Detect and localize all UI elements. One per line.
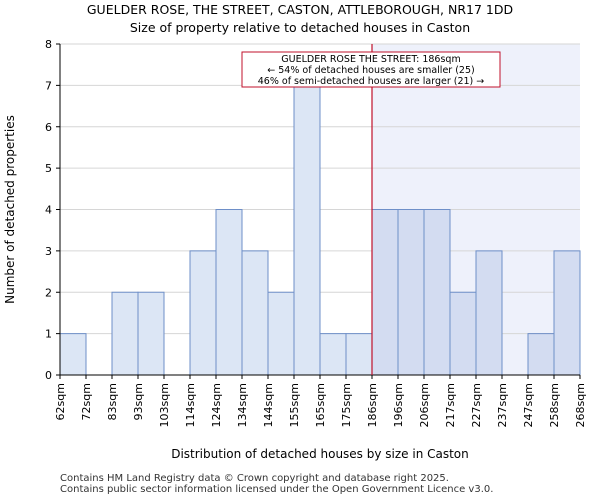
x-axis-ticks: 62sqm 72sqm 83sqm 93sqm 103sqm 114sqm 124sqm 13… bbox=[54, 375, 587, 427]
x-tick-label: 217sqm bbox=[444, 383, 457, 427]
bar bbox=[371, 209, 399, 376]
x-tick-label: 114sqm bbox=[184, 383, 197, 427]
annotation-line-1: GUELDER ROSE THE STREET: 186sqm bbox=[281, 54, 460, 65]
x-tick-label: 165sqm bbox=[314, 383, 327, 427]
y-tick-label: 7 bbox=[45, 79, 52, 92]
x-tick-label: 258sqm bbox=[548, 383, 561, 427]
x-tick-label: 268sqm bbox=[574, 383, 587, 427]
bar bbox=[215, 209, 243, 376]
y-tick-label: 1 bbox=[45, 328, 52, 341]
x-tick-label: 144sqm bbox=[262, 383, 275, 427]
x-tick-label: 247sqm bbox=[522, 383, 535, 427]
x-tick-label: 227sqm bbox=[470, 383, 483, 427]
annotation-line-2: ← 54% of detached houses are smaller (25… bbox=[267, 65, 474, 76]
y-tick-label: 3 bbox=[45, 245, 52, 258]
bar bbox=[449, 291, 477, 376]
y-tick-label: 6 bbox=[45, 121, 52, 134]
bars bbox=[59, 84, 581, 376]
bar bbox=[189, 250, 217, 376]
bar bbox=[241, 250, 269, 376]
bar bbox=[293, 84, 321, 376]
y-tick-label: 4 bbox=[45, 204, 52, 217]
bar bbox=[397, 209, 425, 376]
x-tick-label: 196sqm bbox=[392, 383, 405, 427]
annotation-border bbox=[241, 51, 501, 88]
x-tick-label: 72sqm bbox=[80, 383, 93, 420]
y-axis-label: Number of detached properties bbox=[3, 115, 17, 304]
y-tick-label: 0 bbox=[45, 369, 52, 382]
bar bbox=[59, 333, 87, 376]
bar bbox=[319, 333, 347, 376]
bar bbox=[137, 291, 165, 376]
x-axis-label: Distribution of detached houses by size … bbox=[171, 447, 469, 461]
x-tick-label: 134sqm bbox=[236, 383, 249, 427]
chart-title: GUELDER ROSE, THE STREET, CASTON, ATTLEB… bbox=[86, 2, 514, 17]
y-tick-label: 5 bbox=[45, 162, 52, 175]
bar bbox=[553, 250, 581, 376]
x-tick-label: 237sqm bbox=[496, 383, 509, 427]
footer-line-1: Contains HM Land Registry data © Crown c… bbox=[60, 473, 449, 484]
y-tick-label: 2 bbox=[45, 286, 52, 299]
x-tick-label: 124sqm bbox=[210, 383, 223, 427]
y-tick-label: 8 bbox=[45, 38, 52, 51]
chart-svg: 0 1 2 3 4 5 6 7 8 62sqm 72sqm 83sqm 93sqm 103sqm 114s… bbox=[3, 38, 587, 461]
y-axis-ticks: 0 1 2 3 4 5 6 7 8 bbox=[45, 38, 60, 382]
x-tick-label: 62sqm bbox=[54, 383, 67, 420]
footer-line-2: Contains public sector information licen… bbox=[60, 484, 494, 495]
bar bbox=[345, 333, 373, 376]
annotation-line-3: 46% of semi-detached houses are larger (… bbox=[258, 76, 485, 87]
x-tick-label: 206sqm bbox=[418, 383, 431, 427]
bar bbox=[423, 209, 451, 376]
x-tick-label: 155sqm bbox=[288, 383, 301, 427]
x-tick-label: 103sqm bbox=[158, 383, 171, 427]
chart-subtitle: Size of property relative to detached ho… bbox=[129, 20, 471, 35]
bar bbox=[267, 291, 295, 376]
x-tick-label: 93sqm bbox=[132, 383, 145, 420]
x-tick-label: 186sqm bbox=[366, 383, 379, 427]
bar bbox=[475, 250, 503, 376]
x-tick-label: 83sqm bbox=[106, 383, 119, 420]
x-tick-label: 175sqm bbox=[340, 383, 353, 427]
bar bbox=[111, 291, 139, 376]
bar bbox=[527, 333, 555, 376]
annotation-box: GUELDER ROSE THE STREET: 186sqm ← 54% of… bbox=[241, 51, 501, 88]
